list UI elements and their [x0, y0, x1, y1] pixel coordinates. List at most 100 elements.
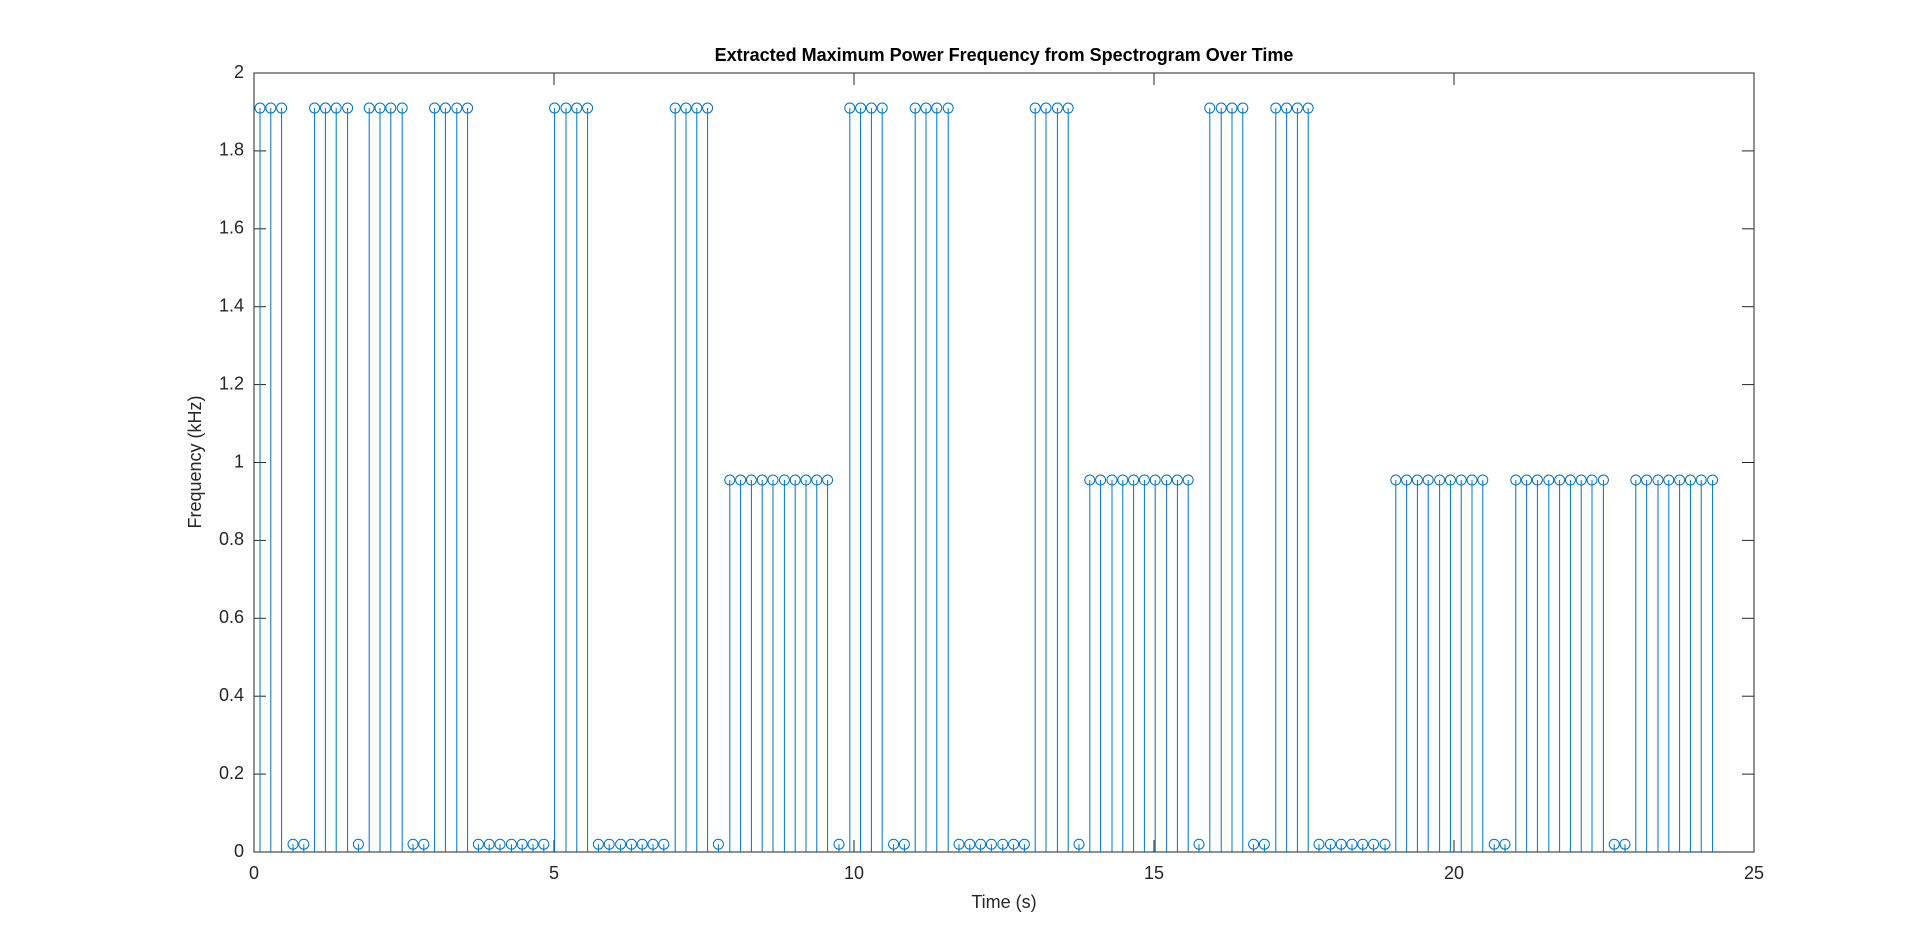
y-tick-label: 1.6	[219, 218, 244, 238]
stem-marker	[342, 102, 354, 114]
stem-marker	[1193, 838, 1205, 850]
stem-marker	[1401, 474, 1413, 486]
stem-marker	[1477, 474, 1489, 486]
stem-marker	[636, 838, 648, 850]
stem-marker	[352, 838, 364, 850]
stem-marker	[1106, 474, 1118, 486]
stem-marker	[1161, 474, 1173, 486]
stem-marker	[1434, 474, 1446, 486]
stem-marker	[396, 102, 408, 114]
x-tick-label: 10	[844, 863, 864, 883]
y-tick-label: 0	[234, 841, 244, 861]
y-tick-label: 2	[234, 62, 244, 82]
y-tick-label: 0.6	[219, 607, 244, 627]
stem-marker	[1270, 102, 1282, 114]
stem-marker	[953, 838, 965, 850]
stem-marker	[811, 474, 823, 486]
stem-marker	[472, 838, 484, 850]
stem-marker	[298, 838, 310, 850]
stem-marker	[1608, 838, 1620, 850]
stem-marker	[669, 102, 681, 114]
stem-marker	[724, 474, 736, 486]
stem-marker	[451, 102, 463, 114]
stem-marker	[1652, 474, 1664, 486]
stem-marker	[931, 102, 943, 114]
stem-marker	[505, 838, 517, 850]
stem-marker	[964, 838, 976, 850]
stem-marker	[1073, 838, 1085, 850]
stem-marker	[997, 838, 1009, 850]
stem-marker	[942, 102, 954, 114]
stem-marker	[625, 838, 637, 850]
x-tick-label: 20	[1444, 863, 1464, 883]
stem-marker	[592, 838, 604, 850]
x-tick-label: 25	[1744, 863, 1764, 883]
stem-marker	[876, 102, 888, 114]
stem-marker	[418, 838, 430, 850]
y-tick-label: 0.2	[219, 763, 244, 783]
stem-marker	[1444, 474, 1456, 486]
stem-marker	[1062, 102, 1074, 114]
x-tick-label: 15	[1144, 863, 1164, 883]
stem-marker	[1051, 102, 1063, 114]
stem-marker	[615, 838, 627, 850]
stem-marker	[888, 838, 900, 850]
stem-marker	[1029, 102, 1041, 114]
stem-marker	[767, 474, 779, 486]
stem-marker	[1324, 838, 1336, 850]
stem-marker	[527, 838, 539, 850]
stem-marker	[800, 474, 812, 486]
stem-marker	[1182, 474, 1194, 486]
stem-marker	[1008, 838, 1020, 850]
stem-marker	[1488, 838, 1500, 850]
stem-marker	[1313, 838, 1325, 850]
stem-marker	[363, 102, 375, 114]
stem-marker	[319, 102, 331, 114]
stem-marker	[1455, 474, 1467, 486]
y-tick-label: 1.2	[219, 373, 244, 393]
stem-marker	[1095, 474, 1107, 486]
stem-marker	[1226, 102, 1238, 114]
stem-marker	[1281, 102, 1293, 114]
stem-marker	[1499, 838, 1511, 850]
stem-marker	[1291, 102, 1303, 114]
stem-marker	[702, 102, 714, 114]
stem-marker	[1466, 474, 1478, 486]
y-tick-label: 1	[234, 451, 244, 471]
stem-marker	[1258, 838, 1270, 850]
stem-marker	[1630, 474, 1642, 486]
stem-marker	[680, 102, 692, 114]
stem-marker	[603, 838, 615, 850]
stem-marker	[920, 102, 932, 114]
stem-marker	[560, 102, 572, 114]
stem-marker	[691, 102, 703, 114]
stem-marker	[1335, 838, 1347, 850]
stem-marker	[385, 102, 397, 114]
stem-marker	[756, 474, 768, 486]
stem-marker	[1302, 102, 1314, 114]
stem-marker	[1040, 102, 1052, 114]
stem-marker	[309, 102, 321, 114]
stem-marker	[1368, 838, 1380, 850]
stem-marker	[276, 102, 288, 114]
stem-marker	[735, 474, 747, 486]
stem-marker	[833, 838, 845, 850]
stem-marker	[1619, 838, 1631, 850]
stem-marker	[429, 102, 441, 114]
stem-marker	[1357, 838, 1369, 850]
y-axis-label: Frequency (kHz)	[185, 395, 205, 528]
stem-marker	[1564, 474, 1576, 486]
stem-marker	[909, 102, 921, 114]
stem-marker	[1018, 838, 1030, 850]
stem-marker	[745, 474, 757, 486]
stem-marker	[822, 474, 834, 486]
stem-marker	[1171, 474, 1183, 486]
x-tick-label: 0	[249, 863, 259, 883]
stem-marker	[1204, 102, 1216, 114]
stem-marker	[975, 838, 987, 850]
stem-marker	[1641, 474, 1653, 486]
stem-marker	[1138, 474, 1150, 486]
stem-marker	[582, 102, 594, 114]
stem-marker	[330, 102, 342, 114]
